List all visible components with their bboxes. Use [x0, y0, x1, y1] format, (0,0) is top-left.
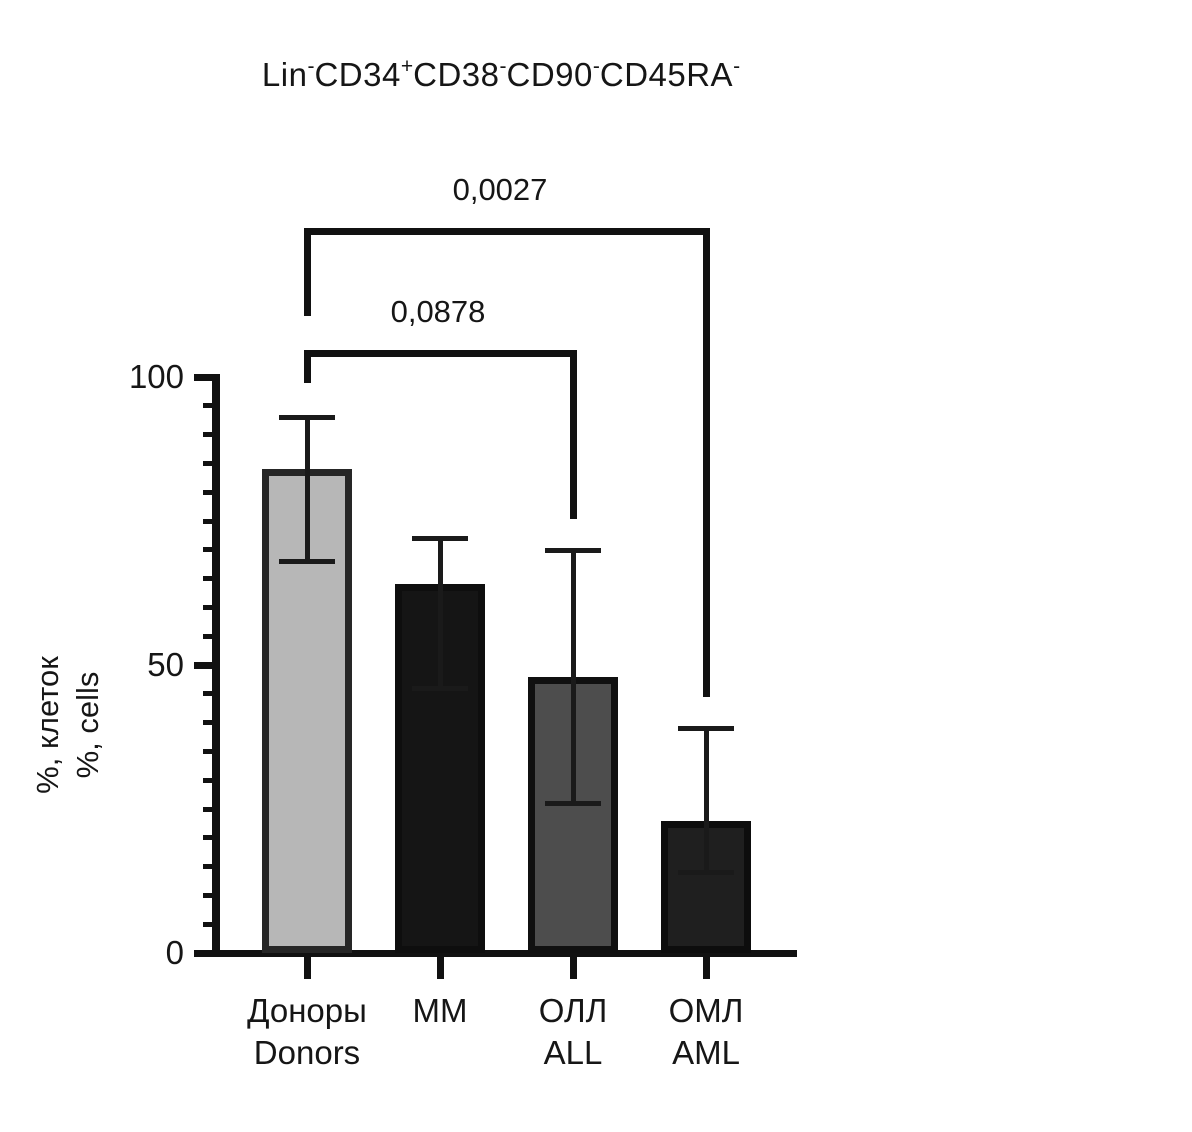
title-segment: Lin — [261, 56, 308, 93]
y-major-tick — [194, 373, 212, 381]
y-minor-tick — [203, 921, 212, 927]
y-minor-tick — [203, 633, 212, 639]
p-value-label-1: 0,0878 — [390, 294, 486, 329]
y-tick-label: 0 — [165, 934, 184, 971]
error-cap-top-all — [545, 547, 601, 553]
y-minor-tick — [203, 806, 212, 812]
error-line-aml — [704, 728, 709, 873]
y-minor-tick — [203, 576, 212, 582]
y-minor-tick — [203, 777, 212, 783]
y-minor-tick — [203, 720, 212, 726]
x-label-ru-all: ОЛЛ — [538, 992, 608, 1029]
y-tick-label: 100 — [128, 358, 184, 395]
y-minor-tick — [203, 403, 212, 409]
sig-bracket-horizontal-1 — [304, 350, 577, 357]
y-tick-label: 50 — [147, 646, 184, 683]
error-cap-top-aml — [678, 726, 734, 732]
x-tick-aml — [703, 957, 710, 979]
chart-title: Lin-CD34+CD38-CD90-CD45RA- — [262, 55, 740, 94]
x-label-ru-donors: Доноры — [247, 992, 367, 1029]
x-label-en-aml: AML — [672, 1034, 740, 1071]
y-major-tick — [194, 949, 212, 957]
sig-bracket-left-arm-1 — [304, 350, 311, 383]
x-label-aml: ОМЛ AML — [616, 990, 796, 1074]
y-minor-tick — [203, 691, 212, 697]
sig-bracket-horizontal-0 — [304, 228, 710, 235]
error-cap-bottom-mm — [412, 686, 468, 692]
sig-bracket-right-arm-0 — [703, 228, 710, 697]
title-segment: CD90 — [506, 56, 593, 93]
y-minor-tick — [203, 748, 212, 754]
error-line-donors — [305, 417, 310, 562]
x-label-donors: Доноры Donors — [217, 990, 397, 1074]
error-cap-top-mm — [412, 536, 468, 542]
x-tick-all — [570, 957, 577, 979]
error-cap-top-donors — [279, 415, 335, 421]
title-segment: CD34 — [314, 56, 401, 93]
y-minor-tick — [203, 864, 212, 870]
error-cap-bottom-donors — [279, 559, 335, 565]
x-tick-donors — [304, 957, 311, 979]
title-superscript: - — [307, 55, 315, 78]
x-label-mm: ММ — [350, 990, 530, 1032]
title-segment: CD38 — [413, 56, 500, 93]
y-major-tick — [194, 661, 212, 669]
x-label-en-all: ALL — [543, 1034, 603, 1071]
y-minor-tick — [203, 518, 212, 524]
title-superscript: - — [592, 55, 600, 78]
y-minor-tick — [203, 604, 212, 610]
title-segment: CD45RA — [599, 56, 734, 93]
p-value-label-0: 0,0027 — [452, 172, 548, 207]
y-minor-tick — [203, 835, 212, 841]
title-superscript: - — [733, 55, 741, 78]
x-tick-mm — [437, 957, 444, 979]
y-minor-tick — [203, 460, 212, 466]
x-label-en-donors: Donors — [253, 1034, 361, 1071]
y-minor-tick — [203, 892, 212, 898]
title-superscript: + — [400, 55, 414, 78]
x-label-all: ОЛЛ ALL — [483, 990, 663, 1074]
x-axis-line — [195, 950, 797, 957]
sig-bracket-right-arm-1 — [570, 350, 577, 519]
error-line-mm — [438, 538, 443, 689]
y-axis-line — [212, 374, 220, 957]
x-label-ru-mm: ММ — [412, 992, 468, 1029]
bar-mm — [395, 584, 485, 953]
error-cap-bottom-aml — [678, 870, 734, 876]
y-minor-tick — [203, 489, 212, 495]
y-minor-tick — [203, 547, 212, 553]
error-line-all — [571, 549, 576, 804]
x-label-ru-aml: ОМЛ — [668, 992, 744, 1029]
title-superscript: - — [499, 55, 507, 78]
y-minor-tick — [203, 432, 212, 438]
sig-bracket-left-arm-0 — [304, 228, 311, 316]
error-cap-bottom-all — [545, 801, 601, 807]
